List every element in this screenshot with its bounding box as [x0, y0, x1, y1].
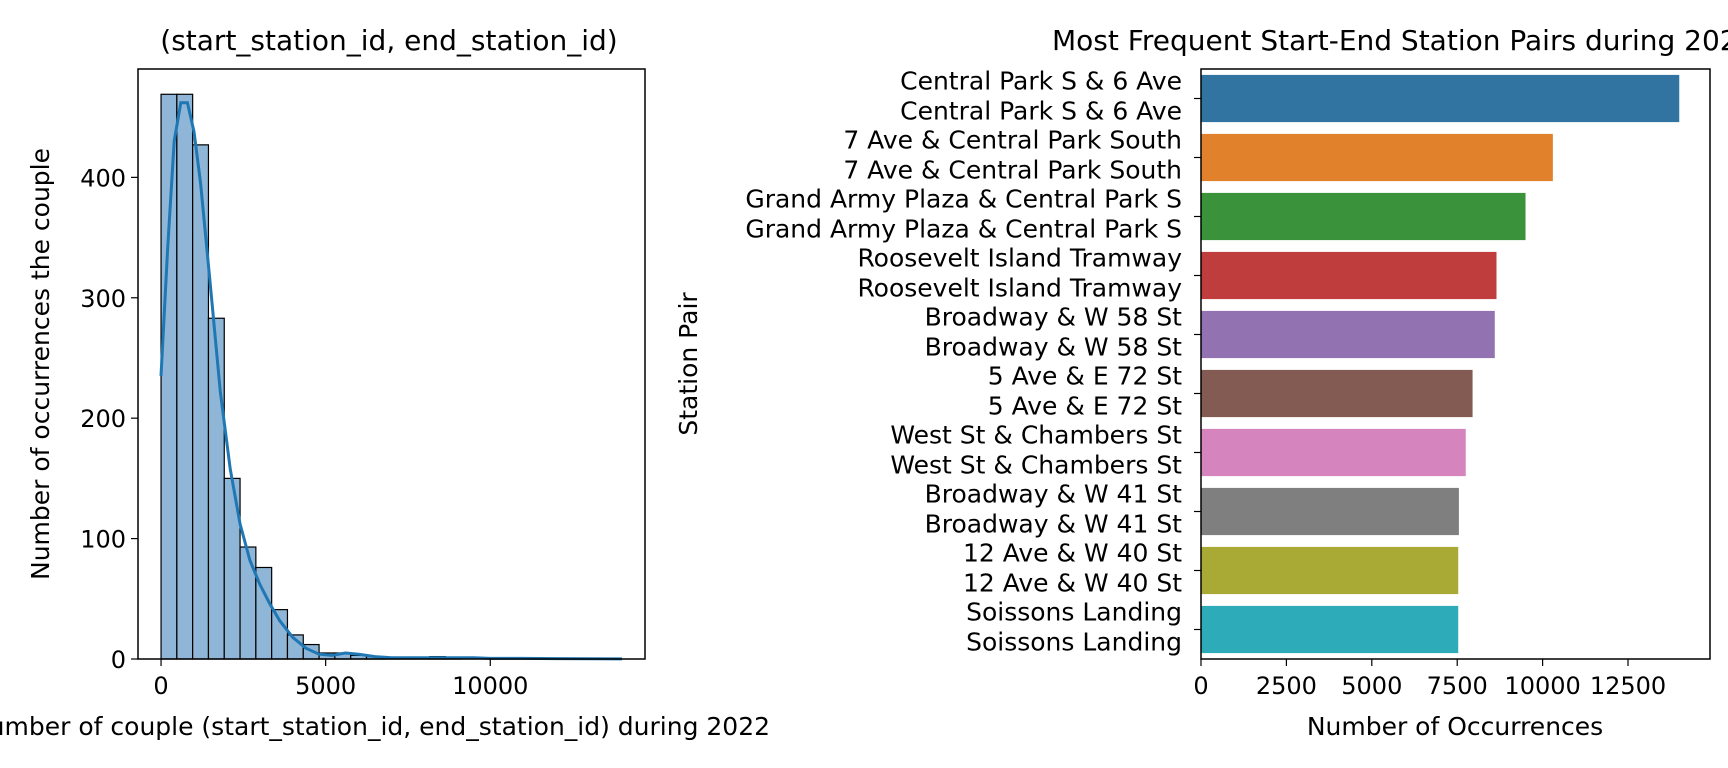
station-pair-bar [1201, 369, 1473, 418]
station-pair-bar [1201, 487, 1459, 536]
station-pair-label: Broadway & W 58 St [925, 303, 1183, 332]
histogram-y-tick-label: 0 [111, 646, 126, 674]
histogram-x-tick-label: 0 [153, 672, 168, 700]
histogram-bar [207, 317, 225, 660]
bar-chart-x-axis-label: Number of Occurrences [1307, 712, 1603, 741]
station-pair-bar [1201, 192, 1526, 241]
histogram-x-tick-label: 5000 [295, 672, 356, 700]
histogram-bar [176, 93, 194, 660]
histogram-y-tick-label: 100 [80, 526, 126, 554]
bar-chart-title: Most Frequent Start-End Station Pairs du… [1052, 24, 1728, 57]
histogram-x-tick-label: 10000 [452, 672, 528, 700]
station-pair-label: 12 Ave & W 40 St [963, 539, 1182, 568]
bar-chart-x-tick-label: 2500 [1256, 672, 1317, 700]
station-pair-bar [1201, 251, 1497, 300]
histogram-y-tick-label: 200 [80, 405, 126, 433]
bar-chart-plot-area [1200, 68, 1711, 660]
station-pair-label: Grand Army Plaza & Central Park S [745, 215, 1182, 244]
station-pair-label: Broadway & W 41 St [925, 510, 1183, 539]
station-pair-label: West St & Chambers St [890, 421, 1182, 450]
station-pair-label: 7 Ave & Central Park South [843, 156, 1182, 185]
station-pair-label: 12 Ave & W 40 St [963, 569, 1182, 598]
station-pair-bar [1201, 605, 1459, 654]
histogram-bar [192, 144, 210, 660]
histogram-y-axis-label: Number of occurrences the couple [26, 148, 55, 580]
station-pairs-bar-chart: Most Frequent Start-End Station Pairs du… [674, 24, 1728, 741]
histogram-y-tick-label: 300 [80, 285, 126, 313]
histogram-bar [239, 546, 257, 660]
station-pair-label: Roosevelt Island Tramway [857, 244, 1182, 273]
station-pair-label: Broadway & W 58 St [925, 333, 1183, 362]
station-pair-bar [1201, 74, 1680, 123]
station-pair-label: 5 Ave & E 72 St [988, 392, 1182, 421]
station-pair-label: Soissons Landing [966, 598, 1182, 627]
station-pair-label: Soissons Landing [966, 628, 1182, 657]
histogram-y-ticks: 0 100 200 300 400 [80, 164, 138, 674]
bar-chart-x-tick-label: 10000 [1504, 672, 1580, 700]
station-pair-label: West St & Chambers St [890, 451, 1182, 480]
kde-line [159, 101, 623, 661]
bar-chart-x-tick-label: 0 [1193, 672, 1208, 700]
station-pair-bars [1201, 74, 1680, 654]
station-pair-label: Central Park S & 6 Ave [900, 67, 1182, 96]
station-pair-bar [1201, 133, 1553, 182]
histogram-bars [160, 93, 462, 660]
histogram-title: (start_station_id, end_station_id) [160, 24, 617, 57]
station-pair-label: Roosevelt Island Tramway [857, 274, 1182, 303]
bar-chart-x-ticks: 0 2500 5000 7500 10000 12500 [1193, 659, 1666, 700]
histogram-y-tick-label: 400 [80, 164, 126, 192]
histogram-x-ticks: 0 5000 10000 [153, 659, 528, 700]
bar-chart-x-tick-label: 12500 [1590, 672, 1666, 700]
station-pair-label: Central Park S & 6 Ave [900, 97, 1182, 126]
histogram-bar [160, 93, 178, 660]
station-pair-bar [1201, 546, 1459, 595]
histogram-x-axis-label: Number of couple (start_station_id, end_… [0, 712, 770, 741]
station-pair-bar [1201, 310, 1495, 359]
station-pair-label: 5 Ave & E 72 St [988, 362, 1182, 391]
histogram-chart: (start_station_id, end_station_id) 0 5000… [0, 24, 770, 741]
bar-chart-x-tick-label: 7500 [1427, 672, 1488, 700]
station-pair-label: Broadway & W 41 St [925, 480, 1183, 509]
station-pair-bar [1201, 428, 1466, 477]
station-pair-label: 7 Ave & Central Park South [843, 126, 1182, 155]
bar-chart-y-axis-label: Station Pair [674, 292, 703, 436]
bar-chart-x-tick-label: 5000 [1341, 672, 1402, 700]
station-pair-label: Grand Army Plaza & Central Park S [745, 185, 1182, 214]
histogram-plot-area [137, 68, 646, 660]
histogram-bar [271, 609, 289, 660]
